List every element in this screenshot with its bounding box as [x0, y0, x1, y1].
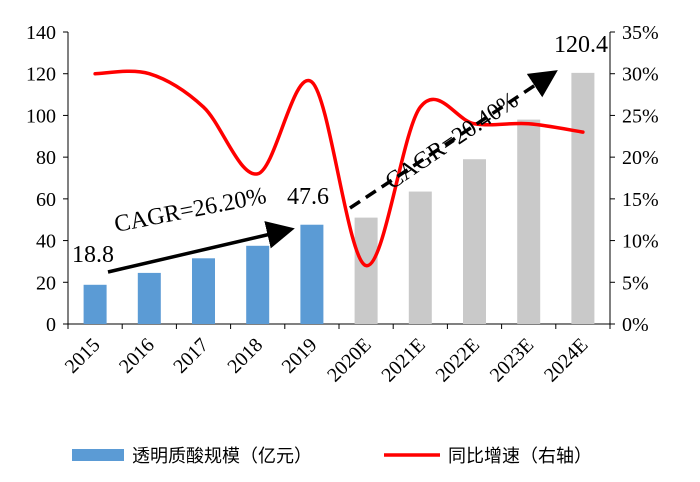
x-tick-label: 2024E: [540, 334, 592, 386]
bar: [571, 72, 595, 324]
y-right-tick-label: 5%: [622, 272, 649, 294]
y-left-tick-label: 60: [36, 189, 56, 211]
y-right-tick-label: 25%: [622, 105, 659, 127]
legend: 透明质酸规模（亿元） 同比增速（右轴）: [72, 446, 592, 467]
x-tick-label: 2022E: [432, 334, 484, 386]
bar: [463, 159, 486, 324]
x-tick-label: 2015: [61, 334, 105, 378]
legend-line-label: 同比增速（右轴）: [448, 446, 592, 467]
bar: [300, 224, 324, 324]
bar: [354, 217, 378, 324]
y-left-tick-label: 20: [36, 272, 56, 294]
start-value-label: 18.8: [72, 242, 114, 268]
cagr-forecast-arrow: [349, 70, 558, 210]
legend-bar-label: 透明质酸规模（亿元）: [132, 446, 312, 467]
y-left-tick-label: 120: [26, 64, 56, 86]
mid-value-label: 47.6: [287, 184, 329, 210]
x-tick-label: 2021E: [377, 334, 429, 386]
bar: [408, 191, 432, 324]
axes: 0 20 40 60 80 100 120 140 0% 5% 10% 15% 20% 25% 30% 35%…: [26, 22, 659, 386]
y-left-tick-label: 0: [46, 314, 56, 336]
growth-line-layer: [93, 69, 585, 268]
x-tick-label: 2018: [223, 334, 267, 378]
x-tick-label: 2020E: [323, 334, 375, 386]
cagr-actual-label: CAGR=26.20%: [112, 183, 268, 238]
y-right-tick-label: 0%: [622, 314, 649, 336]
legend-bar-swatch: [72, 449, 124, 461]
y-right-tick-label: 20%: [622, 147, 659, 169]
cagr-actual-arrow: [107, 221, 295, 274]
x-tick-label: 2017: [169, 334, 213, 378]
bar: [137, 272, 161, 324]
bar: [246, 245, 270, 324]
x-tick-label: 2019: [278, 334, 322, 378]
y-right-tick-label: 35%: [622, 22, 659, 44]
bar: [83, 284, 107, 324]
y-left-tick-label: 100: [26, 105, 56, 127]
cagr-arrows: [107, 70, 558, 274]
bar: [192, 258, 215, 324]
bar: [517, 119, 541, 324]
cagr-forecast-label: CAGR=20.40%: [381, 87, 523, 195]
x-tick-label: 2023E: [486, 334, 538, 386]
bars: [83, 72, 595, 324]
y-left-tick-label: 80: [36, 147, 56, 169]
y-right-tick-label: 10%: [622, 231, 659, 253]
x-tick-label: 2016: [115, 334, 159, 378]
y-left-tick-label: 140: [26, 22, 56, 44]
y-left-tick-label: 40: [36, 231, 56, 253]
y-right-tick-label: 15%: [622, 189, 659, 211]
end-value-label: 120.4: [554, 32, 608, 58]
y-right-tick-label: 30%: [622, 64, 659, 86]
